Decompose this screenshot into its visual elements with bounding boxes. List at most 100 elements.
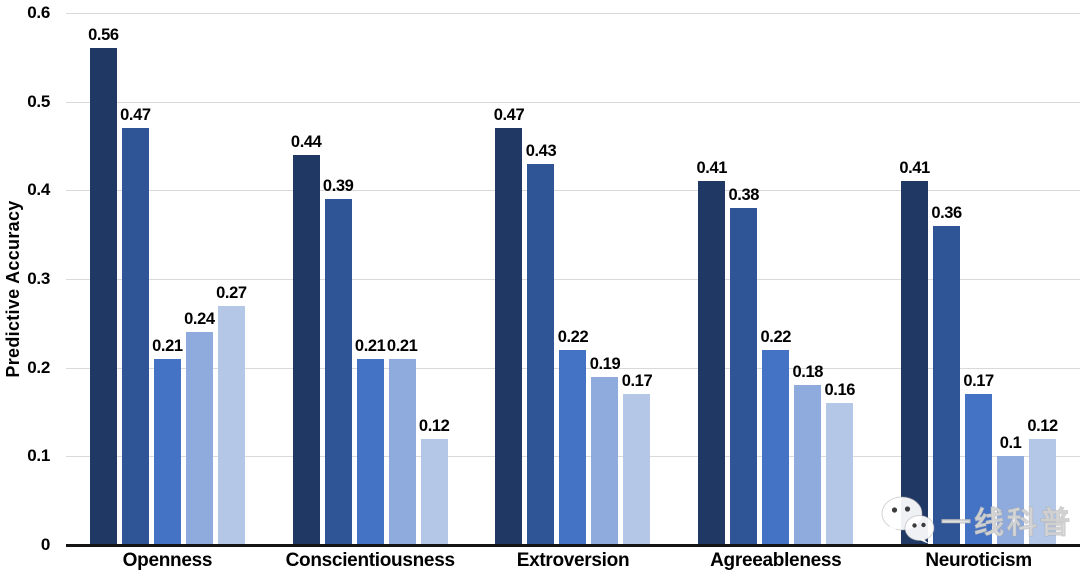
bar <box>121 128 149 545</box>
bar-group: 0.47 0.43 0.22 0.19 0.17 <box>472 13 675 545</box>
bar-wrapper: 0.18 <box>793 363 823 545</box>
x-category-label: Extroversion <box>516 550 630 571</box>
plot-area: 0.56 0.47 0.21 0.24 0.27 0.44 0.39 0.21 0.21 0.12… <box>66 13 1080 547</box>
bar-value-label: 0.16 <box>824 381 856 400</box>
bar-value-label: 0.36 <box>931 203 962 222</box>
bar-group: 0.44 0.39 0.21 0.21 0.12 <box>269 13 472 545</box>
bar <box>527 163 555 545</box>
bar-value-label: 0.41 <box>696 159 728 178</box>
bar-value-label: 0.17 <box>621 372 653 391</box>
x-category-label: Openness <box>122 550 213 571</box>
bar-group: 0.56 0.47 0.21 0.24 0.27 <box>66 13 269 545</box>
bar <box>185 332 213 545</box>
y-tick-label: 0.5 <box>27 91 50 111</box>
y-tick-label: 0.1 <box>27 446 50 466</box>
x-axis-line <box>66 544 1080 547</box>
bar-value-label: 0.47 <box>493 106 525 125</box>
bar <box>997 456 1025 545</box>
y-tick-label: 0.6 <box>27 3 50 22</box>
bar <box>89 48 117 545</box>
bar-value-label: 0.27 <box>216 283 247 302</box>
bar-group: 0.41 0.36 0.17 0.1 0.12 <box>877 13 1080 545</box>
bar-wrapper: 0.36 <box>931 204 962 545</box>
x-axis-labels: Openness Conscientiousness Extroversion Agr… <box>66 550 1080 572</box>
bar-value-label: 0.21 <box>386 336 418 355</box>
bar-group: 0.41 0.38 0.22 0.18 0.16 <box>674 13 877 545</box>
bar-wrapper: 0.12 <box>419 417 450 545</box>
bar-wrapper: 0.47 <box>120 106 151 545</box>
bar-wrapper: 0.44 <box>291 133 322 545</box>
bar-value-label: 0.38 <box>728 186 760 205</box>
bar <box>420 438 448 545</box>
y-tick-label: 0 <box>40 535 50 554</box>
wechat-icon <box>881 496 935 544</box>
bar-value-label: 0.21 <box>354 336 386 355</box>
bar-wrapper: 0.38 <box>729 186 759 545</box>
bar <box>388 358 416 545</box>
x-category-label: Conscientiousness <box>285 550 455 571</box>
y-tick-label: 0.2 <box>27 357 50 377</box>
bar <box>591 376 619 545</box>
bar <box>559 349 587 545</box>
bar <box>933 225 961 545</box>
bar <box>292 154 320 545</box>
bar-wrapper: 0.22 <box>761 328 791 545</box>
y-axis: 0 0.1 0.2 0.3 0.4 0.5 0.6 <box>0 3 60 554</box>
bar-value-label: 0.1 <box>999 434 1022 453</box>
watermark: 一线科普 <box>880 496 1073 544</box>
bar <box>217 305 245 545</box>
bar-wrapper: 0.19 <box>590 355 621 545</box>
bar-value-label: 0.12 <box>418 416 450 435</box>
bar-wrapper: 0.1 <box>997 434 1025 545</box>
x-category-label: Agreeableness <box>710 550 842 571</box>
bar <box>730 208 758 545</box>
bar-value-label: 0.18 <box>792 363 824 382</box>
bar-value-label: 0.17 <box>963 372 994 391</box>
bar-wrapper: 0.41 <box>899 159 930 545</box>
bar-value-label: 0.41 <box>899 159 930 178</box>
bar <box>1029 438 1057 545</box>
bar-value-label: 0.19 <box>589 354 621 373</box>
bar-value-label: 0.39 <box>322 177 354 196</box>
bar-value-label: 0.44 <box>290 132 322 151</box>
bar-wrapper: 0.21 <box>387 337 418 545</box>
bar-wrapper: 0.17 <box>963 372 994 545</box>
bar <box>153 358 181 545</box>
bar-wrapper: 0.12 <box>1027 417 1058 545</box>
bar <box>698 181 726 545</box>
bar-wrapper: 0.47 <box>494 106 525 545</box>
bar-wrapper: 0.39 <box>323 177 354 545</box>
bar-wrapper: 0.41 <box>697 159 727 545</box>
bar-value-label: 0.21 <box>152 336 183 355</box>
bar-value-label: 0.22 <box>760 327 792 346</box>
bar-wrapper: 0.16 <box>825 381 855 545</box>
bar <box>623 394 651 545</box>
bar-value-label: 0.56 <box>88 26 119 45</box>
bar <box>901 181 929 545</box>
bar-value-label: 0.12 <box>1027 416 1058 435</box>
bar-wrapper: 0.56 <box>88 26 119 545</box>
bar <box>324 199 352 545</box>
bar <box>826 403 854 545</box>
bar-wrapper: 0.24 <box>184 310 215 545</box>
bar-wrapper: 0.27 <box>216 284 247 545</box>
bar <box>794 385 822 545</box>
bar <box>965 394 993 545</box>
gridline <box>66 13 1080 14</box>
bar-value-label: 0.24 <box>184 310 215 329</box>
gridline <box>66 279 1080 280</box>
y-tick-label: 0.3 <box>27 269 50 288</box>
bar-wrapper: 0.21 <box>152 337 183 545</box>
bar-wrapper: 0.22 <box>558 328 589 545</box>
bar-value-label: 0.22 <box>557 327 589 346</box>
x-category-label: Neuroticism <box>925 550 1032 571</box>
bar-wrapper: 0.43 <box>526 142 557 545</box>
bar-wrapper: 0.21 <box>355 337 386 545</box>
watermark-text: 一线科普 <box>941 507 1073 541</box>
y-tick-label: 0.4 <box>27 180 50 200</box>
bar-wrapper: 0.17 <box>622 372 653 545</box>
gridline <box>66 101 1080 103</box>
bar <box>356 358 384 545</box>
bar-value-label: 0.43 <box>525 141 557 160</box>
